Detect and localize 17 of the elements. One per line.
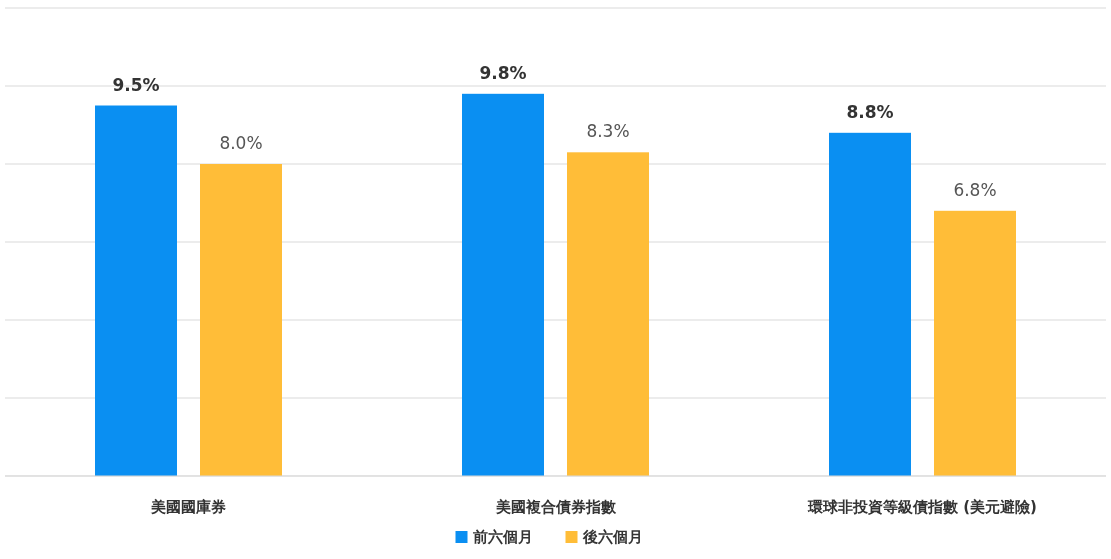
bar xyxy=(829,132,911,476)
bar xyxy=(934,210,1016,476)
data-label: 8.0% xyxy=(219,133,263,153)
bar xyxy=(200,164,282,476)
x-tick-label: 環球非投資等級債指數 (美元避險) xyxy=(807,498,1037,516)
data-label: 9.5% xyxy=(112,74,160,95)
bar xyxy=(567,152,649,476)
data-label: 8.3% xyxy=(586,121,630,142)
x-tick-label: 美國國庫券 xyxy=(150,498,226,516)
bar xyxy=(462,93,544,476)
data-label: 8.8% xyxy=(846,101,894,122)
bar xyxy=(95,105,177,476)
data-label: 6.8% xyxy=(953,179,997,200)
data-label: 9.8% xyxy=(479,62,527,83)
legend-label: 後六個月 xyxy=(581,528,643,546)
x-tick-label: 美國複合債券指數 xyxy=(494,498,617,516)
legend-label: 前六個月 xyxy=(471,528,533,546)
